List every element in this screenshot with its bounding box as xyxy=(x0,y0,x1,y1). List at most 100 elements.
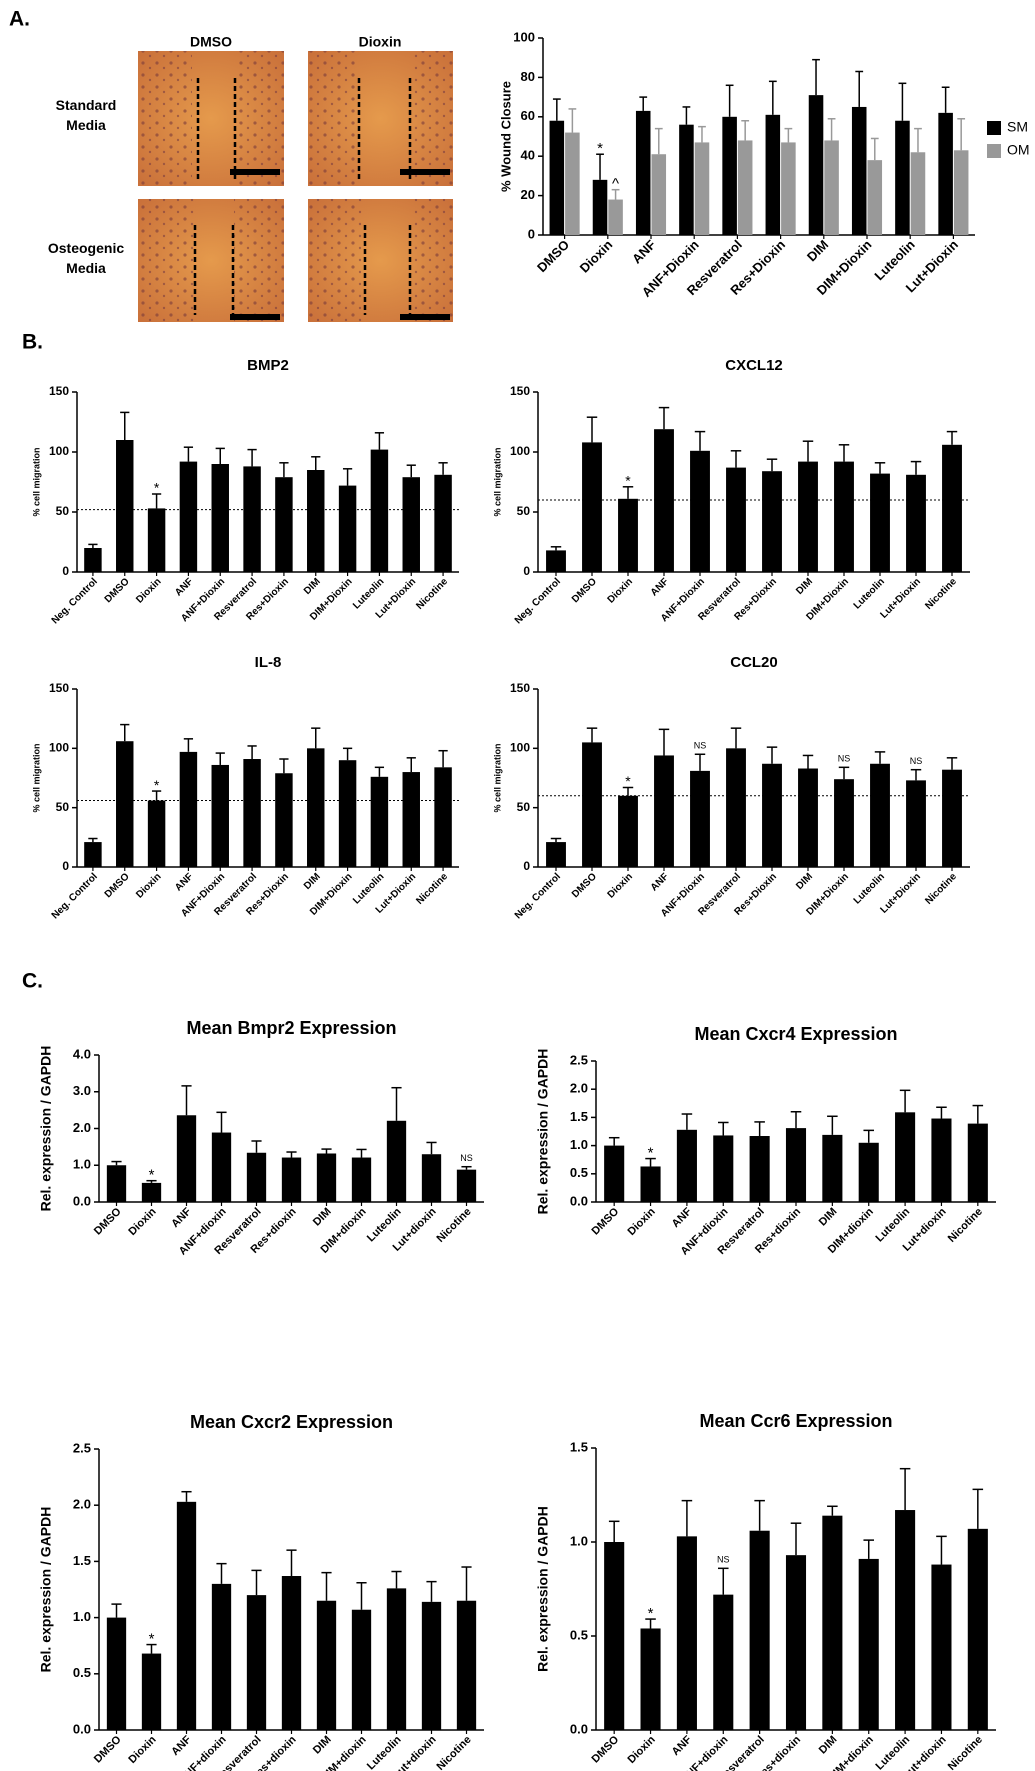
bar xyxy=(798,768,818,867)
cell-texture xyxy=(308,51,356,186)
bar xyxy=(281,1157,302,1202)
y-tick-label: 1.0 xyxy=(73,1157,91,1172)
chart-title: IL-8 xyxy=(255,654,282,671)
y-tick-label: 1.5 xyxy=(73,1553,91,1568)
x-tick-label: ANF xyxy=(169,1205,194,1230)
x-tick-label: DMSO xyxy=(92,1205,124,1237)
bar xyxy=(604,1145,625,1202)
bar xyxy=(386,1120,407,1202)
bar xyxy=(618,498,638,572)
bar xyxy=(713,1135,734,1202)
y-tick-label: 0 xyxy=(523,859,530,873)
bar xyxy=(726,467,746,572)
y-tick-label: 100 xyxy=(49,741,69,755)
y-tick-label: 0 xyxy=(62,564,69,578)
annotation: * xyxy=(625,773,631,789)
x-tick-label: Luteolin xyxy=(852,576,887,611)
x-tick-label: Dioxin xyxy=(606,871,635,900)
bar xyxy=(141,1653,162,1730)
annotation: NS xyxy=(460,1153,473,1163)
y-axis-label: Rel. expression / GAPDH xyxy=(535,1506,551,1672)
bar xyxy=(895,1510,916,1730)
bar xyxy=(910,152,926,235)
y-tick-label: 100 xyxy=(510,741,530,755)
bar xyxy=(967,1528,988,1730)
bar xyxy=(243,759,261,867)
annotation: * xyxy=(648,1145,654,1162)
x-tick-label: Nicotine xyxy=(434,1206,473,1245)
x-tick-label: ANF xyxy=(670,1205,695,1230)
bar xyxy=(338,760,357,867)
bar xyxy=(147,800,166,867)
chart-title: BMP2 xyxy=(247,357,289,374)
annotation: * xyxy=(154,480,160,496)
y-tick-label: 0.5 xyxy=(570,1627,588,1642)
bar xyxy=(694,142,710,235)
bar xyxy=(370,449,389,572)
bar xyxy=(870,763,890,867)
bar xyxy=(640,1166,661,1202)
annotation: * xyxy=(597,140,603,157)
chart-title: Mean Cxcr2 Expression xyxy=(190,1412,393,1432)
bar xyxy=(307,470,325,572)
panel-label: C. xyxy=(22,970,43,993)
x-tick-label: DIM xyxy=(794,576,815,597)
bar xyxy=(690,450,710,572)
bar xyxy=(654,755,674,867)
bar xyxy=(906,474,926,572)
cell-texture xyxy=(412,51,453,186)
bar xyxy=(116,440,134,572)
y-tick-label: 0.0 xyxy=(570,1193,588,1208)
bar xyxy=(592,179,608,235)
bar xyxy=(243,466,261,572)
x-tick-label: Nicotine xyxy=(414,576,450,612)
y-tick-label: 1.0 xyxy=(73,1609,91,1624)
x-tick-label: DIM xyxy=(311,1734,334,1757)
x-tick-label: Nicotine xyxy=(946,1734,985,1771)
bar xyxy=(84,548,102,572)
bar xyxy=(141,1182,162,1202)
x-tick-label: DMSO xyxy=(590,1733,622,1765)
bar xyxy=(307,748,325,867)
bar xyxy=(106,1617,127,1730)
x-tick-label: DIM xyxy=(817,1734,840,1757)
bar xyxy=(421,1154,442,1202)
x-tick-label: Luteolin xyxy=(852,871,887,906)
bar xyxy=(386,1588,407,1730)
bar xyxy=(402,772,420,867)
bar xyxy=(679,124,694,235)
bar xyxy=(275,773,293,867)
bar xyxy=(281,1576,302,1730)
legend-label: OM xyxy=(1007,142,1030,158)
bar xyxy=(246,1152,267,1202)
bar xyxy=(176,1115,197,1202)
bar xyxy=(858,1142,879,1202)
y-tick-label: 0.0 xyxy=(570,1721,588,1736)
y-tick-label: 50 xyxy=(56,504,70,518)
bar xyxy=(824,140,839,235)
bar xyxy=(967,1123,988,1202)
chart-title: Mean Ccr6 Expression xyxy=(699,1411,892,1431)
y-tick-label: 0 xyxy=(62,859,69,873)
bar xyxy=(737,140,753,235)
bar xyxy=(546,550,566,572)
y-tick-label: 80 xyxy=(521,69,535,84)
x-tick-label: ANF xyxy=(173,576,195,598)
bar xyxy=(895,1112,916,1202)
y-tick-label: 1.0 xyxy=(570,1137,588,1152)
bar xyxy=(713,1594,734,1730)
y-tick-label: 150 xyxy=(49,384,69,398)
bar xyxy=(654,429,674,572)
x-tick-label: Neg. Control xyxy=(50,576,100,626)
y-tick-label: 150 xyxy=(49,681,69,695)
bar xyxy=(351,1157,372,1202)
y-tick-label: 50 xyxy=(517,504,531,518)
y-tick-label: 150 xyxy=(510,384,530,398)
y-tick-label: 20 xyxy=(521,187,535,202)
bar xyxy=(618,795,638,867)
bar xyxy=(84,842,102,867)
bar xyxy=(434,474,452,572)
bar xyxy=(870,473,890,572)
